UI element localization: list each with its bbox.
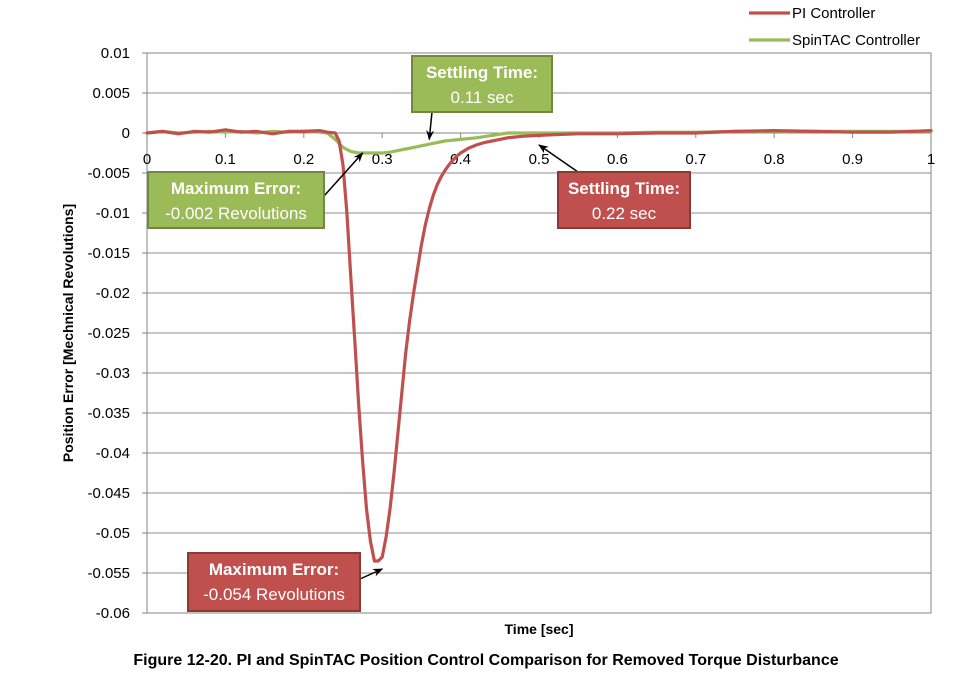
y-axis-title: Position Error [Mechnical Revolutions] [60, 204, 76, 462]
y-tick-label: -0.02 [96, 285, 130, 302]
annotation-title: Maximum Error: [171, 179, 301, 198]
annotation-value: 0.22 sec [592, 204, 657, 223]
y-tick-label: -0.01 [96, 205, 130, 222]
annotation-box: Settling Time: 0.22 sec [557, 171, 691, 229]
x-axis-tick-labels: 0 0.1 0.2 0.3 0.4 0.5 0.6 0.7 0.8 0.9 1 [143, 133, 935, 168]
line-chart: 0.01 0.005 0 -0.005 -0.01 -0.015 -0.02 -0.025 -0… [60, 5, 935, 637]
annotation-box-background [411, 55, 553, 113]
annotation-value: -0.054 Revolutions [203, 585, 345, 604]
annotation-arrow [426, 111, 435, 141]
y-tick-label: -0.015 [87, 245, 130, 262]
annotation-box: Settling Time: 0.11 sec [411, 55, 553, 113]
annotation-title: Maximum Error: [209, 560, 339, 579]
x-tick-label: 0.3 [372, 151, 393, 168]
plot-area [146, 52, 932, 614]
x-tick-label: 0.8 [764, 151, 785, 168]
annotation-arrow [359, 568, 384, 580]
y-tick-label: -0.03 [96, 365, 130, 382]
y-axis-tick-labels: 0.01 0.005 0 -0.005 -0.01 -0.015 -0.02 -0.025 -0… [87, 45, 130, 622]
y-tick-label: 0.005 [92, 85, 130, 102]
annotation-title: Settling Time: [568, 179, 680, 198]
x-tick-label: 0.5 [529, 151, 550, 168]
legend-label: SpinTAC Controller [792, 32, 920, 49]
x-tick-label: 1 [927, 151, 935, 168]
y-tick-label: -0.035 [87, 405, 130, 422]
annotation-arrow [538, 144, 579, 173]
y-tick-label: -0.005 [87, 165, 130, 182]
figure-caption: Figure 12-20. PI and SpinTAC Position Co… [133, 652, 839, 669]
annotation-boxes: Settling Time: 0.11 sec Maximum Error: -0.0… [147, 55, 691, 612]
y-tick-label: -0.05 [96, 525, 130, 542]
annotation-box-background [187, 552, 361, 612]
annotation-arrow [323, 152, 364, 197]
x-tick-label: 0.4 [450, 151, 471, 168]
x-tick-label: 0 [143, 151, 151, 168]
x-axis-title: Time [sec] [505, 621, 574, 637]
x-tick-label: 0.1 [215, 151, 236, 168]
legend: PI Controller SpinTAC Controller [749, 5, 920, 49]
y-tick-label: -0.06 [96, 605, 130, 622]
y-tick-label: -0.045 [87, 485, 130, 502]
y-tick-label: -0.04 [96, 445, 130, 462]
annotation-arrows [323, 111, 579, 580]
y-tick-label: -0.025 [87, 325, 130, 342]
annotation-box-background [147, 171, 325, 229]
x-tick-label: 0.9 [842, 151, 863, 168]
legend-label: PI Controller [792, 5, 875, 22]
x-tick-label: 0.6 [607, 151, 628, 168]
y-tick-label: -0.055 [87, 565, 130, 582]
annotation-value: 0.11 sec [450, 88, 514, 107]
annotation-box: Maximum Error: -0.054 Revolutions [187, 552, 361, 612]
annotation-box: Maximum Error: -0.002 Revolutions [147, 171, 325, 229]
series-line-pi-controller [145, 128, 933, 563]
x-tick-label: 0.7 [685, 151, 706, 168]
series-lines [145, 128, 933, 563]
x-tick-label: 0.2 [293, 151, 314, 168]
annotation-value: -0.002 Revolutions [165, 204, 307, 223]
y-tick-label: 0 [122, 125, 130, 142]
annotation-box-background [557, 171, 691, 229]
y-tick-label: 0.01 [101, 45, 130, 62]
annotation-title: Settling Time: [426, 63, 538, 82]
